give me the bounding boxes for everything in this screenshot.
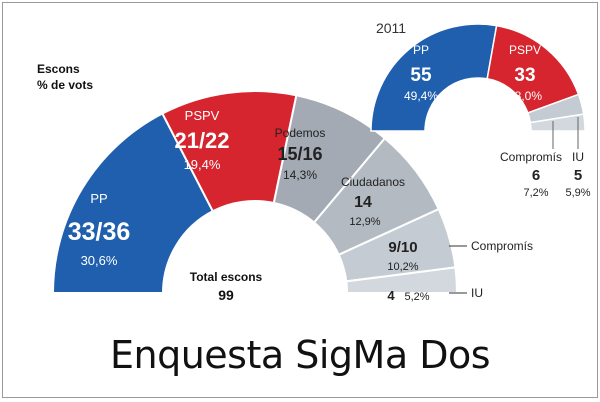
party-name-pp: PP (90, 191, 107, 206)
pct-podemos: 14,3% (283, 168, 317, 182)
total-seats-label: Total escons (190, 270, 263, 284)
seats-iu: 4 (387, 288, 395, 303)
chart-frame: Escons % de vots PP 33/36 30,6% PSPV 21/22 19,4… (2, 2, 598, 398)
seats-ciudadanos: 14 (354, 194, 372, 211)
legend-seats-label: Escons (37, 62, 80, 76)
seat-segment-2011-iu (529, 113, 586, 132)
total-seats-value: 99 (218, 287, 234, 303)
pct-iu: 5,2% (404, 291, 429, 303)
party-name-pspv: PSPV (185, 108, 220, 123)
chart-caption: Enquesta SigMa Dos (110, 333, 491, 377)
seats-2011-compromis: 6 (532, 167, 540, 184)
pct-ciudadanos: 12,9% (349, 216, 380, 228)
pct-2011-compromis: 7,2% (523, 187, 548, 199)
pct-2011-pp: 49,4% (404, 89, 438, 103)
pct-compromis: 10,2% (387, 261, 418, 273)
parliament-chart: Escons % de vots PP 33/36 30,6% PSPV 21/22 19,4… (37, 20, 591, 303)
seats-2011-iu: 5 (574, 167, 582, 184)
party-name-podemos: Podemos (275, 126, 326, 140)
pct-pspv: 19,4% (184, 157, 221, 172)
pct-pp: 30,6% (81, 253, 118, 268)
pct-2011-iu: 5,9% (565, 187, 590, 199)
seats-2011-pp: 55 (410, 65, 432, 86)
seats-pspv: 21/22 (174, 128, 229, 153)
party-name-compromis: Compromís (471, 239, 533, 253)
seats-pp: 33/36 (68, 218, 131, 246)
party-name-2011-pp: PP (413, 43, 429, 57)
legend-votes-label: % de vots (37, 78, 93, 92)
seats-2011-pspv: 33 (514, 65, 535, 86)
seat-segment-2011-pp (370, 23, 498, 132)
seat-segment-iu (345, 266, 459, 294)
pct-2011-pspv: 28,0% (508, 89, 542, 103)
party-name-ciudadanos: Ciudadanos (341, 175, 405, 189)
party-name-iu: IU (471, 286, 483, 300)
seats-compromis: 9/10 (388, 239, 417, 256)
inset-year: 2011 (376, 20, 406, 36)
seat-segment-pp (51, 112, 215, 294)
party-name-2011-iu: IU (572, 150, 584, 164)
party-name-2011-pspv: PSPV (509, 43, 541, 57)
seats-podemos: 15/16 (277, 144, 322, 164)
party-name-2011-compromis: Compromís (500, 150, 562, 164)
